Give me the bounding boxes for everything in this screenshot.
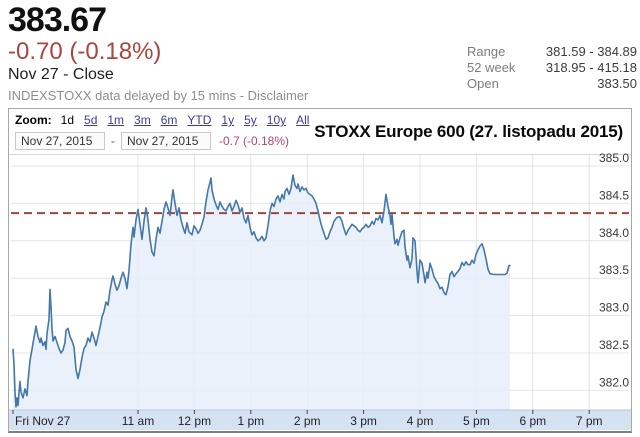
disclaimer-link[interactable]: Disclaimer: [247, 88, 309, 103]
interval-change: -0.7 (-0.18%): [219, 134, 290, 148]
stat-row: 52 week 318.95 - 415.18: [467, 60, 637, 76]
date-from-input[interactable]: [15, 132, 105, 150]
stat-value: 318.95 - 415.18: [545, 60, 637, 75]
x-axis-label: 7 pm: [576, 414, 603, 428]
x-axis-label: 12 pm: [178, 414, 211, 428]
x-axis-label: 11 am: [122, 414, 154, 428]
zoom-range-5d[interactable]: 5d: [84, 113, 98, 127]
zoom-range-6m[interactable]: 6m: [160, 113, 178, 127]
stat-label: 52 week: [467, 60, 516, 75]
x-axis-label: 4 pm: [407, 414, 434, 428]
zoom-label: Zoom:: [15, 113, 52, 127]
price-chart-svg[interactable]: 385.0 384.5 384.0 383.5 383.0 382.5 382.0 Fri N…: [9, 153, 631, 430]
delay-note: INDEXSTOXX data delayed by 15 mins - Dis…: [8, 88, 308, 103]
stat-value: 383.50: [597, 76, 637, 91]
stat-row: Open 383.50: [467, 76, 637, 92]
zoom-range-3m[interactable]: 3m: [134, 113, 151, 127]
zoom-range-10y[interactable]: 10y: [266, 113, 287, 127]
x-axis-label: 2 pm: [294, 414, 321, 428]
date-to-input[interactable]: [121, 132, 211, 150]
stat-row: Range 381.59 - 384.89: [467, 44, 637, 60]
zoom-range-1d[interactable]: 1d: [60, 113, 75, 127]
y-axis-label: 384.0: [599, 226, 629, 240]
zoom-range-all[interactable]: All: [296, 113, 310, 127]
price-area-fill: [13, 175, 510, 410]
date-range-separator: -: [111, 134, 115, 148]
price-line: [12, 174, 511, 408]
y-axis-label: 382.0: [599, 375, 629, 389]
stat-label: Range: [467, 44, 506, 59]
x-axis-label: 3 pm: [350, 414, 377, 428]
y-axis-label: 383.0: [599, 301, 629, 315]
zoom-range-5y[interactable]: 5y: [244, 113, 257, 127]
y-axis-label: 382.5: [599, 338, 629, 352]
x-axis-label: 6 pm: [519, 414, 546, 428]
delay-note-text: INDEXSTOXX data delayed by 15 mins -: [8, 88, 245, 103]
y-axis-label: 383.5: [599, 263, 629, 277]
y-axis-label: 384.5: [599, 188, 629, 202]
zoom-links: 1d 5d 1m 3m 6m YTD 1y 5y 10y All: [61, 113, 320, 127]
zoom-range-1y[interactable]: 1y: [221, 113, 235, 127]
zoom-range-1m[interactable]: 1m: [107, 113, 125, 127]
stat-value: 381.59 - 384.89: [545, 44, 637, 59]
chart-widget: Zoom: 1d 5d 1m 3m 6m YTD 1y 5y 10y All - -0.7 (-0.…: [8, 108, 632, 433]
x-axis-label: 5 pm: [463, 414, 490, 428]
price-change: -0.70 (-0.18%): [8, 38, 162, 65]
x-axis-day-label: Fri Nov 27: [15, 414, 71, 428]
date-range-controls: - -0.7 (-0.18%): [15, 132, 289, 150]
zoom-range-ytd[interactable]: YTD: [187, 113, 212, 127]
quote-stats: Range 381.59 - 384.89 52 week 318.95 - 415.…: [467, 44, 637, 92]
stat-label: Open: [467, 76, 499, 91]
zoom-controls: Zoom: 1d 5d 1m 3m 6m YTD 1y 5y 10y All: [15, 113, 319, 127]
chart-title: STOXX Europe 600 (27. listopadu 2015): [314, 122, 623, 141]
y-axis-label: 385.0: [599, 153, 629, 165]
close-date-label: Nov 27 - Close: [8, 66, 114, 83]
time-axis-band[interactable]: [9, 410, 631, 430]
last-price: 383.67: [8, 1, 107, 39]
x-axis-label: 1 pm: [237, 414, 264, 428]
